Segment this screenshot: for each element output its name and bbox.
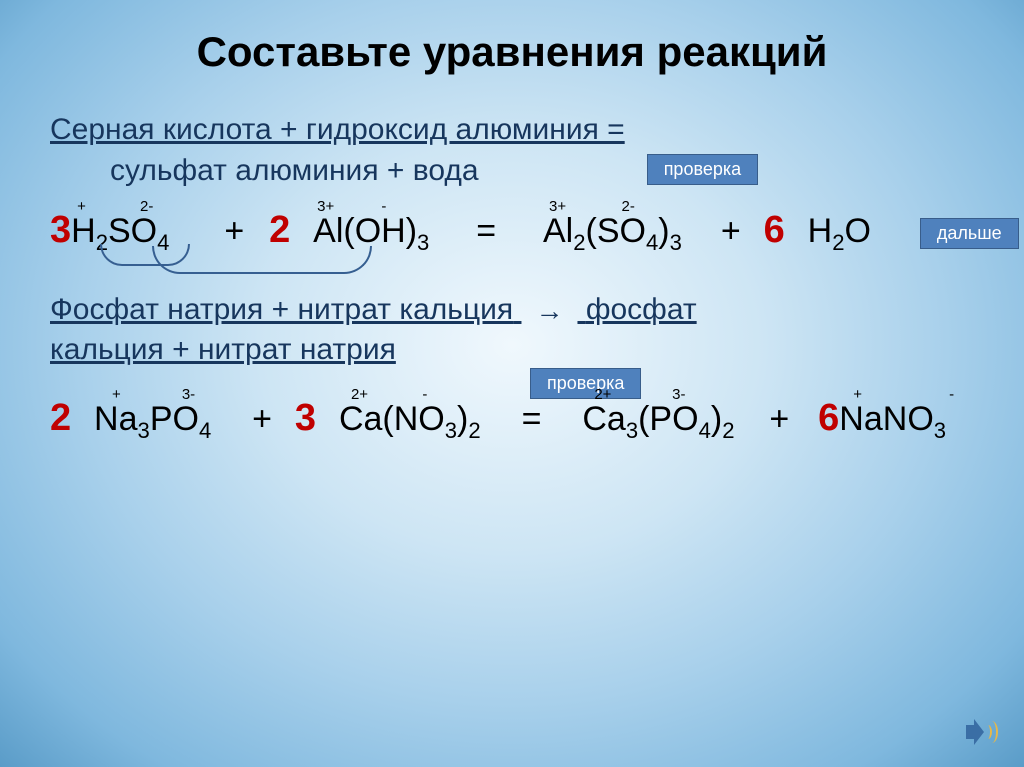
eq-text: PO [150,400,199,438]
task2-line1a: Фосфат натрия + нитрат кальция [50,293,513,326]
coef-1b: 2 [50,397,71,439]
charge: 3- [672,386,685,403]
charge: 2+ [351,386,368,403]
charge: 2+ [594,386,611,403]
coef-2: 2 [269,209,290,251]
task1-text: Серная кислота + гидроксид алюминия = су… [50,110,625,191]
eq-sub: 4 [199,418,211,443]
charge: + [112,386,121,403]
eq-text: H [808,212,833,250]
equation-2: 2 Na3 + PO4 3- + 3 Ca 2+ (NO3)2 - = Ca3 … [50,397,974,444]
charge: 2- [622,198,635,215]
task2-line2: кальция + нитрат натрия [50,333,396,366]
eq-text: Al [313,212,343,250]
next-button[interactable]: дальше [920,218,1019,249]
eq-text: Al [543,212,573,250]
check-button-2[interactable]: проверка [530,368,641,399]
eq-sub: 3 [138,418,150,443]
eq-text: Ca [339,400,382,438]
eq-text: ) [711,400,722,438]
eq-text: O [844,212,870,250]
eq-text: Na [94,400,137,438]
eq-text: NaNO [839,400,933,438]
sound-icon[interactable] [966,719,996,745]
arrow-icon: → [535,292,563,330]
eq-text: (NO [382,400,444,438]
charge: - [422,386,427,403]
eq-text: Ca [582,400,625,438]
eq-text: (OH) [343,212,417,250]
plus: + [769,400,789,438]
coef-2b: 3 [295,397,316,439]
eq-sub: 3 [445,418,457,443]
eq-sub: 2 [573,230,585,255]
eq-sub: 2 [722,418,734,443]
task2-line1b: фосфат [586,293,697,326]
eq-sub: 4 [646,230,658,255]
eq-sub: 3 [934,418,946,443]
page-title: Составьте уравнения реакций [50,28,974,76]
coef-3: 6 [764,209,785,251]
eq-sub: 3 [626,418,638,443]
eq-text: (PO [638,400,698,438]
coef-1: 3 [50,209,71,251]
eq-sub: 3 [670,230,682,255]
eq-sub: 2 [832,230,844,255]
eq-sub: 2 [468,418,480,443]
charge: 3+ [317,198,334,215]
eq-text: H [71,212,96,250]
equation-1: 3 H2 + SO4 2- + 2 Al 3+ (OH)3 - = Al2 3+… [50,209,974,256]
charge: + [853,386,862,403]
charge: - [949,386,954,403]
arc-2 [152,246,372,274]
eq-text: (SO [586,212,646,250]
task1-line2: сульфат алюминия + вода [50,151,479,192]
plus: + [252,400,272,438]
eq-sub: 4 [699,418,711,443]
task2-text: Фосфат натрия + нитрат кальция → фосфат … [50,290,974,371]
charge: 3- [182,386,195,403]
plus: + [224,212,244,250]
charge: + [77,198,86,215]
task1-line1: Серная кислота + гидроксид алюминия = [50,113,625,146]
eq-text: ) [457,400,468,438]
plus: + [721,212,741,250]
equals: = [476,212,496,250]
charge: - [381,198,386,215]
check-button-1[interactable]: проверка [647,154,758,185]
eq-text: ) [658,212,669,250]
equals: = [522,400,542,438]
charge: 3+ [549,198,566,215]
eq-sub: 3 [417,230,429,255]
coef-3b: 6 [818,397,839,439]
charge: 2- [140,198,153,215]
